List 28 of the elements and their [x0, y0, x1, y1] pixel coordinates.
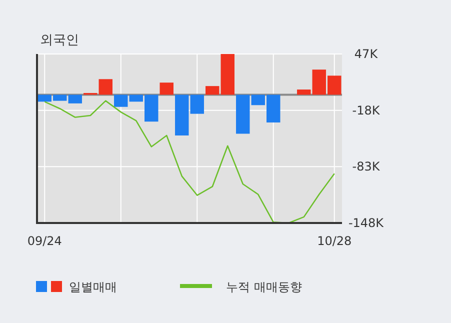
chart-title: 외국인 [40, 33, 79, 48]
bar [175, 94, 189, 136]
legend-label: 누적 매매동향 [226, 280, 302, 294]
bar [98, 79, 112, 95]
legend-label: 일별매매 [69, 280, 117, 294]
x-tick-label: 10/28 [317, 234, 352, 248]
x-tick-label: 09/24 [27, 234, 62, 248]
bar [297, 90, 311, 95]
y-tick-label: -18K [352, 103, 381, 118]
y-tick-label: -83K [352, 160, 381, 174]
bar [251, 94, 265, 106]
bar [53, 94, 67, 101]
bar [220, 54, 234, 95]
line-series [44, 100, 336, 224]
bar [144, 94, 158, 122]
bar [68, 94, 82, 104]
bar [114, 94, 128, 107]
y-tick-label: -148K [348, 216, 385, 230]
bar [206, 86, 220, 95]
bar [312, 70, 326, 95]
bar [38, 94, 52, 102]
bar [190, 94, 204, 114]
y-tick-label: 47K [354, 47, 379, 61]
bar [129, 94, 143, 102]
bar [266, 94, 280, 122]
bar [328, 76, 342, 95]
bar [236, 94, 250, 134]
bar [160, 82, 174, 95]
